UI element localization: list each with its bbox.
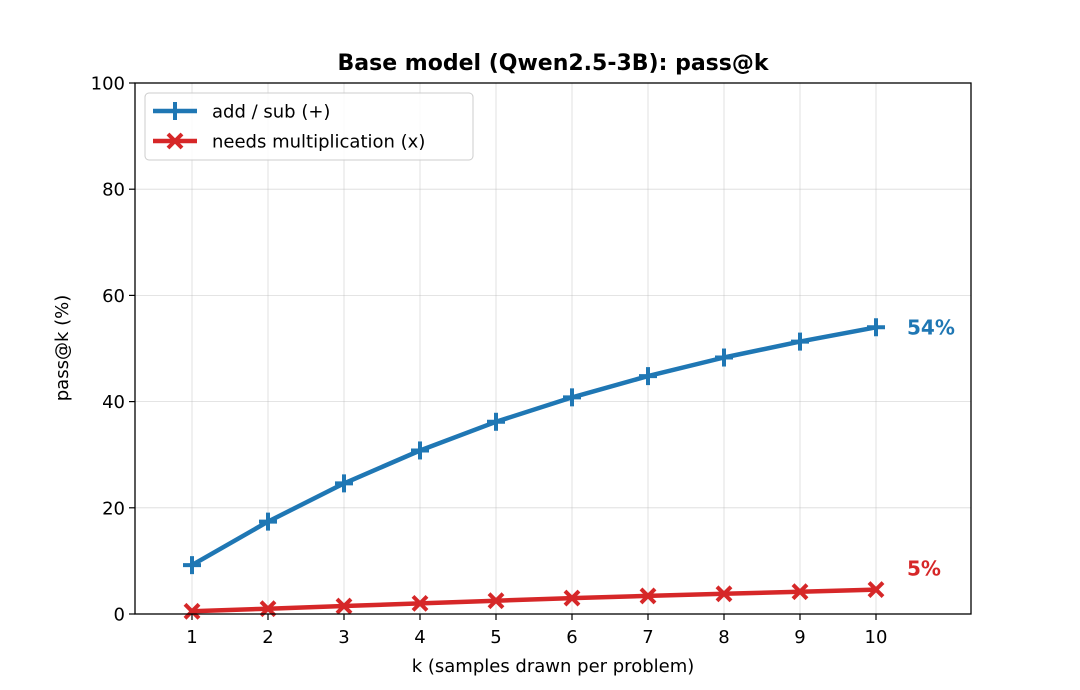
legend-box [144, 92, 474, 161]
data-point [639, 587, 657, 605]
legend-label-2: needs multiplication (x) [212, 132, 425, 153]
x-tick-label: 8 [718, 627, 729, 648]
x-tick-label: 2 [262, 627, 273, 648]
series-1-line [189, 325, 879, 568]
legend-item-1: add / sub (+) [153, 102, 330, 123]
y-tick-label: 40 [102, 392, 125, 413]
data-point-marker [639, 587, 657, 605]
chart-title: Base model (Qwen2.5-3B): pass@k [338, 51, 770, 76]
data-point [715, 585, 733, 603]
y-tick-label: 60 [102, 286, 125, 307]
data-point [411, 441, 429, 460]
data-point-marker [335, 597, 353, 615]
data-point-marker [183, 602, 201, 620]
x-tick-label: 1 [186, 627, 197, 648]
series-2-end-label: 5% [907, 557, 941, 581]
data-point [335, 474, 353, 493]
series-1: 54% [183, 315, 955, 575]
data-point-marker [563, 589, 581, 607]
data-point [487, 412, 505, 431]
data-point [715, 348, 733, 367]
x-tick-label: 3 [338, 627, 349, 648]
data-point [411, 594, 429, 612]
data-point [487, 592, 505, 610]
data-point-marker [715, 585, 733, 603]
legend-swatch-marker [166, 132, 184, 150]
data-point [791, 332, 809, 351]
data-point-marker [487, 592, 505, 610]
x-axis: 1 2 3 4 5 6 7 8 9 10 [186, 614, 887, 648]
data-point [183, 556, 201, 575]
data-point [259, 512, 277, 531]
data-point [867, 581, 885, 598]
data-point-marker [411, 594, 429, 612]
x-tick-label: 6 [566, 627, 577, 648]
plot-frame [134, 82, 972, 615]
data-point [867, 318, 885, 337]
legend-item-2: needs multiplication (x) [153, 132, 425, 153]
x-tick-label: 9 [794, 627, 805, 648]
y-tick-label: 100 [91, 74, 125, 95]
data-point-marker [867, 581, 885, 598]
y-tick-label: 20 [102, 498, 125, 519]
data-point [639, 367, 657, 386]
y-axis-label: pass@k (%) [52, 295, 73, 402]
y-tick-label: 0 [114, 605, 125, 626]
series-2-line [189, 587, 879, 614]
data-point [563, 388, 581, 407]
data-point [563, 589, 581, 607]
x-tick-label: 4 [414, 627, 425, 648]
data-point [335, 597, 353, 615]
x-tick-label: 5 [490, 627, 501, 648]
data-point [791, 583, 809, 601]
y-tick-label: 80 [102, 180, 125, 201]
x-tick-label: 10 [865, 627, 888, 648]
data-point [183, 602, 201, 620]
x-tick-label: 7 [642, 627, 653, 648]
legend-label-1: add / sub (+) [212, 102, 330, 123]
series-1-end-label: 54% [907, 315, 955, 339]
x-axis-label: k (samples drawn per problem) [412, 656, 695, 677]
data-point-marker [791, 583, 809, 601]
legend: add / sub (+) needs multiplication (x) [144, 92, 474, 161]
y-axis: 0 20 40 60 80 100 [91, 74, 135, 626]
